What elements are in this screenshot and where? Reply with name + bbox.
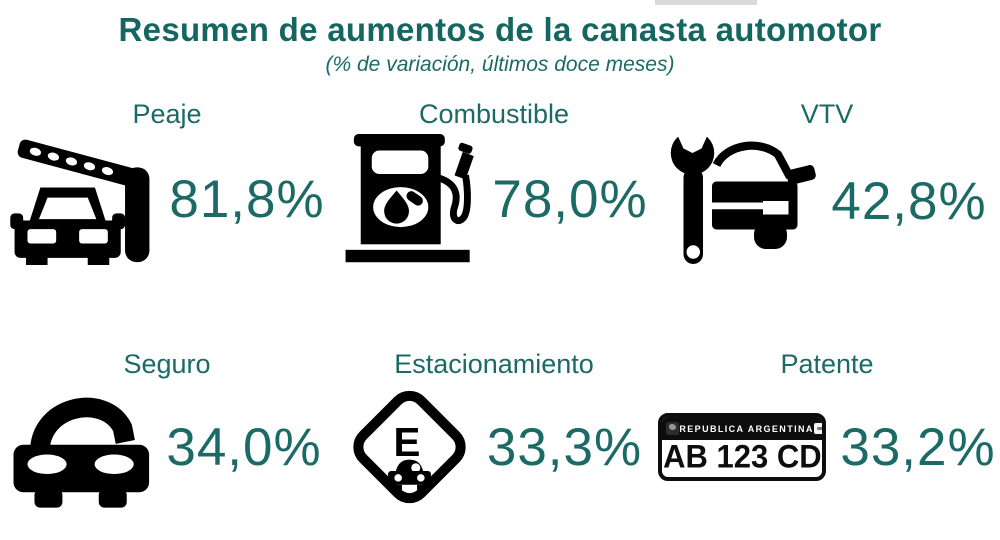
page-title: Resumen de aumentos de la canasta automo…	[118, 11, 882, 48]
page-subtitle: (% de variación, últimos doce meses)	[325, 53, 675, 77]
stat-value-combustible: 78,0%	[492, 169, 648, 229]
stat-label-peaje: Peaje	[132, 99, 202, 130]
header: Resumen de aumentos de la canasta automo…	[0, 0, 1000, 77]
stat-label-estacionamiento: Estacionamiento	[394, 349, 594, 380]
stat-value-seguro: 34,0%	[166, 417, 322, 477]
stat-label-combustible: Combustible	[418, 99, 570, 130]
plate-country-text: REPUBLICA ARGENTINA	[679, 423, 814, 434]
stat-label-seguro: Seguro	[123, 349, 211, 380]
stat-label-patente: Patente	[780, 349, 874, 380]
stat-estacionamiento: Estacionamiento E 33,3%	[334, 349, 654, 512]
stat-value-estacionamiento: 33,3%	[486, 417, 643, 477]
argentina-flag-icon	[813, 423, 823, 435]
parking-sign-icon: E	[353, 391, 466, 504]
license-plate-icon: REPUBLICA ARGENTINA AB 123 CD	[658, 413, 827, 482]
stat-label-vtv: VTV	[800, 99, 854, 130]
plate-number-text: AB 123 CD	[663, 437, 822, 475]
stats-grid: Peaje	[0, 99, 1000, 512]
stat-vtv: VTV 42,8%	[654, 99, 1000, 349]
toll-barrier-car-icon	[10, 139, 150, 266]
mercosur-emblem-icon	[666, 422, 680, 436]
stat-value-vtv: 42,8%	[831, 171, 987, 231]
stat-peaje: Peaje	[0, 99, 334, 349]
wrench-car-icon	[671, 132, 817, 265]
stat-value-patente: 33,2%	[840, 417, 996, 477]
fuel-pump-icon	[345, 133, 475, 263]
stat-value-peaje: 81,8%	[169, 169, 325, 229]
car-front-icon	[13, 397, 150, 508]
parking-letter: E	[393, 419, 420, 465]
stat-combustible: Combustible 78,0%	[334, 99, 654, 349]
cropped-artifact	[655, 0, 757, 5]
stat-seguro: Seguro 34,0%	[0, 349, 334, 512]
stat-patente: Patente REPUBLICA ARGENTINA AB 123 CD 33…	[654, 349, 1000, 512]
